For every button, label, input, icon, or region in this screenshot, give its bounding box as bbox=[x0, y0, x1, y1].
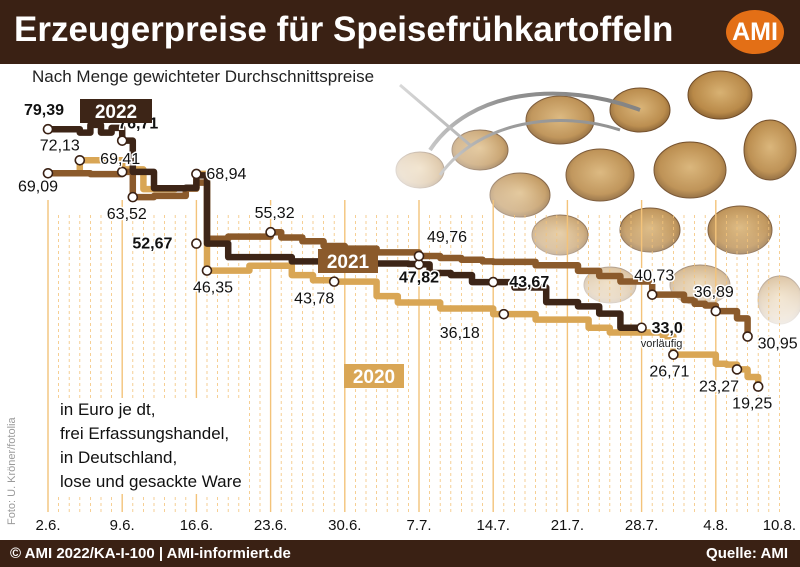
data-label-2022: 79,39 bbox=[24, 102, 64, 119]
data-label-2020: 26,71 bbox=[649, 364, 689, 381]
data-label-2022: 33,0 bbox=[652, 320, 683, 337]
data-point-2022 bbox=[42, 123, 54, 135]
x-tick-label: 14.7. bbox=[477, 517, 510, 534]
legend-label-2022: 2022 bbox=[95, 102, 137, 123]
data-point-2022 bbox=[191, 238, 202, 249]
data-label-2021: 49,76 bbox=[427, 229, 467, 246]
data-label-2021: 36,89 bbox=[694, 284, 734, 301]
note-line: lose und gesackte Ware bbox=[60, 472, 242, 491]
data-label-2020: 46,35 bbox=[193, 280, 233, 297]
header-bar: Erzeugerpreise für Speisefrühkartoffeln … bbox=[0, 0, 800, 64]
x-tick-label: 16.6. bbox=[180, 517, 213, 534]
data-point-2021 bbox=[265, 226, 276, 238]
data-point-2022 bbox=[116, 135, 128, 146]
data-point-2022 bbox=[636, 322, 647, 334]
data-point-2020 bbox=[191, 168, 202, 180]
series-line-2022 bbox=[44, 121, 645, 332]
x-tick-label: 7.7. bbox=[406, 517, 431, 534]
data-label-2020: 72,13 bbox=[40, 137, 80, 154]
photo-credit: Foto: U. Kröner/fotolia bbox=[6, 417, 18, 525]
data-label-2020: 23,27 bbox=[699, 378, 739, 395]
data-point-2022 bbox=[487, 276, 499, 288]
data-label-2021: 69,41 bbox=[100, 151, 140, 168]
legend-box-2022 bbox=[80, 99, 152, 123]
photo-fade bbox=[300, 64, 800, 394]
data-label-2020: 43,78 bbox=[294, 291, 334, 308]
x-axis-ticks: 2.6. 9.6. 16.6. 23.6. 30.6. 7.7. 14.7. 21.7. 28.… bbox=[35, 517, 796, 534]
data-point-2021 bbox=[710, 305, 722, 317]
x-tick-label: 28.7. bbox=[625, 517, 658, 534]
footer-bar: © AMI 2022/KA-I-100 | AMI-informiert.de … bbox=[0, 540, 800, 567]
note-line: in Euro je dt, bbox=[60, 400, 156, 419]
ami-logo: AMI bbox=[726, 10, 784, 54]
data-point-2020 bbox=[668, 349, 679, 360]
data-label-2021: 40,73 bbox=[634, 268, 674, 285]
data-label-2022: 47,82 bbox=[399, 269, 439, 286]
legend-box-2021 bbox=[318, 249, 378, 273]
x-tick-label: 23.6. bbox=[254, 517, 287, 534]
legend-box-2020 bbox=[344, 364, 404, 388]
note-line: in Deutschland, bbox=[60, 448, 178, 467]
x-tick-label: 21.7. bbox=[551, 517, 584, 534]
series-legend: 2022 2021 2020 bbox=[80, 99, 404, 388]
chart-subtitle: Nach Menge gewichteter Durchschnittsprei… bbox=[32, 67, 375, 86]
footer-copyright: © AMI 2022/KA-I-100 | AMI-informiert.de bbox=[10, 545, 291, 562]
data-label-2020: 68,94 bbox=[206, 166, 246, 183]
data-point-2021 bbox=[646, 289, 658, 300]
data-point-2021 bbox=[42, 167, 54, 179]
data-label-2021: 55,32 bbox=[255, 205, 295, 222]
data-point-2021 bbox=[742, 331, 753, 342]
data-label-2021: 63,52 bbox=[107, 206, 147, 223]
series-line-2021 bbox=[44, 168, 751, 340]
legend-label-2021: 2021 bbox=[327, 252, 370, 273]
note-line: frei Erfassungshandel, bbox=[60, 424, 230, 443]
footer-source: Quelle: AMI bbox=[706, 545, 788, 562]
data-point-2020 bbox=[201, 265, 213, 276]
x-tick-label: 9.6. bbox=[110, 517, 135, 534]
data-label-2020: 36,18 bbox=[440, 325, 480, 342]
data-label-2022: 52,67 bbox=[132, 236, 172, 253]
data-point-2021 bbox=[116, 166, 128, 178]
data-label-2021: 30,95 bbox=[758, 336, 798, 353]
x-tick-label: 30.6. bbox=[328, 517, 361, 534]
data-point-2021 bbox=[127, 191, 139, 203]
legend-label-2020: 2020 bbox=[353, 367, 395, 388]
chart-title: Erzeugerpreise für Speisefrühkartoffeln bbox=[14, 10, 674, 49]
data-point-2020 bbox=[328, 276, 340, 287]
data-label-2022: 43,67 bbox=[509, 274, 549, 291]
unit-note: in Euro je dt, frei Erfassungshandel, in… bbox=[56, 398, 246, 494]
data-point-2020 bbox=[752, 381, 764, 392]
data-label-2020: 19,25 bbox=[732, 396, 772, 413]
x-tick-label: 4.8. bbox=[703, 517, 728, 534]
data-markers bbox=[42, 123, 764, 392]
data-point-2020 bbox=[498, 308, 510, 320]
data-point-2020 bbox=[731, 364, 743, 375]
series-lines bbox=[44, 121, 762, 390]
data-label-2021: 69,09 bbox=[18, 178, 58, 195]
data-label-note: vorläufig bbox=[641, 338, 683, 350]
data-point-2020 bbox=[74, 154, 86, 166]
x-tick-label: 2.6. bbox=[35, 517, 60, 534]
x-tick-label: 10.8. bbox=[763, 517, 796, 534]
data-point-2021 bbox=[413, 250, 425, 262]
